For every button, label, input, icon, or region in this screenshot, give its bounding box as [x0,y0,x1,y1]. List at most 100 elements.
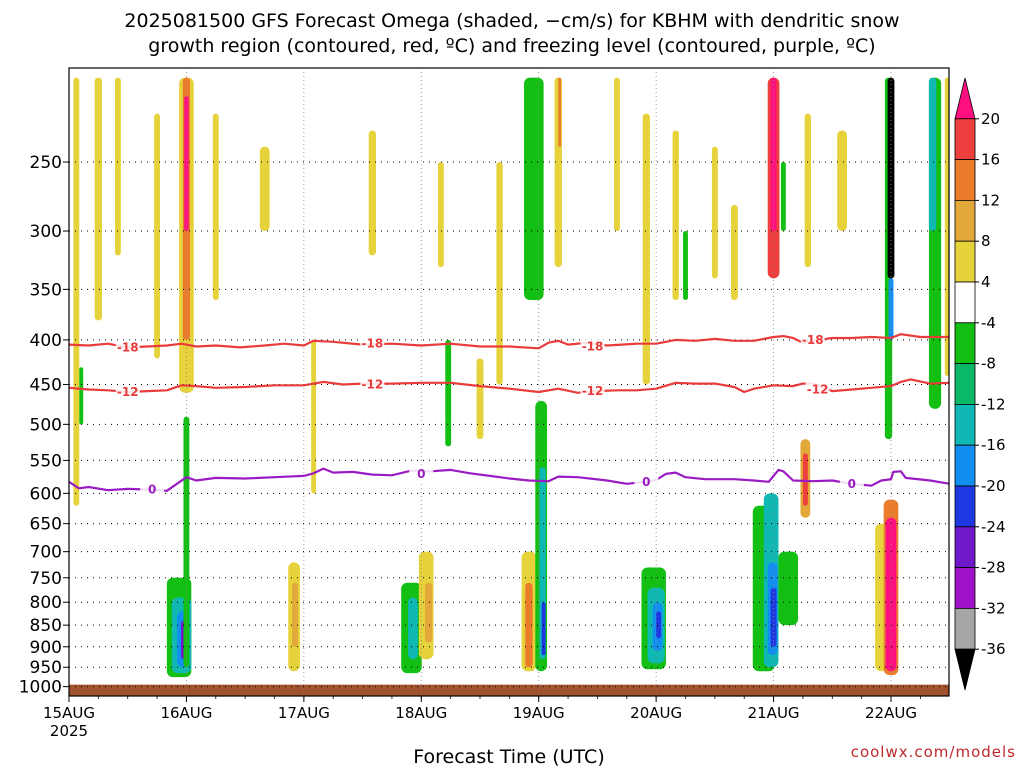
omega-cell [183,416,190,668]
y-tick-label: 900 [30,638,62,658]
y-tick-label: 400 [30,331,62,351]
colorbar-swatch [954,403,976,446]
contour-label-bg [800,332,825,347]
colorbar-swatch [954,240,976,283]
contour-label-bg [580,339,605,354]
omega-cell [887,77,895,279]
grid-layer [69,68,949,696]
colorbar-label: 16 [981,151,1000,169]
credit-text: coolwx.com/models [851,743,1016,761]
x-tick-label: 22AUG [865,704,917,722]
omega-cell [711,146,718,279]
contour-label: 0 [148,483,156,497]
omega-cell [804,113,812,268]
omega-cell [408,597,418,660]
colorbar-label: 12 [981,191,1000,209]
colorbar-swatch [954,159,976,201]
contour-label-bg [634,474,659,489]
colorbar-label: 8 [981,232,991,250]
y-tick-label: 550 [30,451,62,471]
colorbar-label: -12 [981,395,1006,413]
contour-label: 0 [642,475,650,489]
omega-cell [114,77,121,256]
contour-label: -12 [362,377,384,391]
omega-cell [524,77,544,301]
y-tick-label: 600 [30,484,62,504]
colorbar-label: -28 [981,559,1006,577]
omega-cell [292,582,298,647]
ground-fill [69,684,949,696]
contour-label: -18 [802,333,824,347]
omega-cell [184,96,189,232]
omega-cell [656,611,662,639]
colorbar-label: -36 [981,640,1006,658]
x-tick-label: 15AUG [43,704,95,722]
omega-cell [259,146,270,232]
omega-cell [683,231,688,301]
omega-cell [885,517,897,672]
y-tick-label: 250 [30,153,62,173]
colorbar-label: -16 [981,436,1006,454]
x-tick-label: 21AUG [748,704,800,722]
colorbar-label: 4 [981,273,991,291]
omega-cell [79,367,84,425]
contour-label-bg [360,336,385,351]
contour-label-bg [580,384,605,399]
omega-cell [541,602,546,656]
contour-label: -18 [362,337,384,351]
y-tick-label: 800 [30,593,62,613]
omega-cell [642,113,651,385]
contour-label: 0 [848,477,856,491]
omega-cell [558,77,562,147]
y-tick-label: 300 [30,222,62,242]
contour-label: -12 [582,384,604,398]
omega-cell [780,162,786,232]
contour-label-bg [140,482,165,497]
x-tick-label: 18AUG [395,704,447,722]
chart-title-line-2: growth region (contoured, red, ºC) and f… [148,35,875,57]
omega-cell [496,162,503,385]
y-tick-label: 1000 [19,678,62,698]
y-axis: 2503003504004505005506006507007508008509… [19,153,69,698]
colorbar-label: -24 [981,518,1006,536]
omega-cell [437,162,444,268]
x-axis-label: Forecast Time (UTC) [413,746,604,768]
colorbar-label: -20 [981,477,1006,495]
y-tick-label: 450 [30,375,62,395]
colorbar-swatch [954,526,976,568]
omega-cell [94,77,103,321]
y-tick-label: 850 [30,616,62,636]
contour-label: 0 [417,467,425,481]
omega-cell [73,77,80,506]
colorbar-swatch [954,444,976,487]
contour-label-layer: -18 -18 -18 -18 -12 -12 -12 -12 0 0 0 0 [115,332,864,497]
omega-cell [770,77,777,232]
omega-cell [802,453,808,506]
ground-layer [69,684,949,696]
contour-freezing-level [69,467,949,492]
omega-cell [525,582,533,668]
omega-cell [212,113,219,301]
colorbar-swatch [954,118,976,161]
contour-label: -12 [117,385,139,399]
contour-label-bg [115,340,140,355]
chart-title-line-1: 2025081500 GFS Forecast Omega (shaded, −… [124,10,899,32]
omega-cell [614,77,620,232]
colorbar-swatch [954,608,976,650]
x-tick-label: 17AUG [278,704,330,722]
contour-label-bg [805,382,830,397]
omega-cell [476,358,484,440]
x-tick-label: 19AUG [513,704,565,722]
y-tick-label: 500 [30,415,62,435]
omega-cell [368,130,377,256]
omega-cell [944,77,949,376]
omega-cell [154,113,161,359]
contour-label-bg [839,476,864,491]
colorbar: 20 16 12 8 4 -4 -8 -12 -16 -20 -24 -28 -32 -36 [954,77,1006,691]
colorbar-label: -8 [981,355,996,373]
colorbar-label: -32 [981,599,1006,617]
x-tick-label: 20AUG [630,704,682,722]
omega-cell [731,204,738,301]
